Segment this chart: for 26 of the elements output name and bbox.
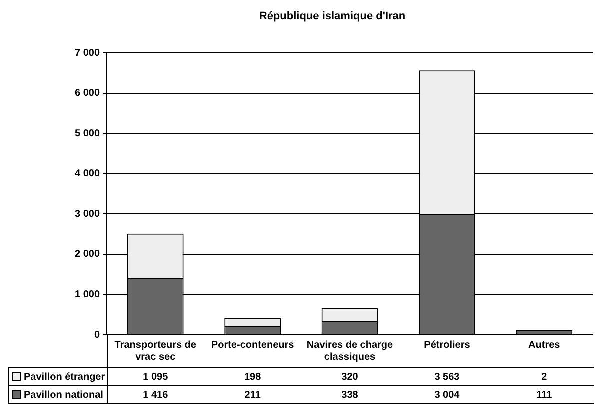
legend-label: Pavillon national — [24, 390, 104, 401]
text: 3 004 — [434, 390, 460, 401]
y-tick-label: 0 — [94, 330, 100, 341]
x-tick-label: Transporteurs de vrac sec — [114, 340, 197, 363]
text: 338 — [342, 390, 358, 401]
text: 111 — [536, 390, 552, 401]
y-tick-label: 4 000 — [74, 168, 100, 180]
text: 1 095 — [143, 372, 168, 383]
text: 3 563 — [434, 372, 460, 383]
text: 1 416 — [143, 390, 168, 401]
x-tick-label: Porte-conteneurs — [211, 340, 295, 351]
y-tick-label: 2 000 — [74, 249, 100, 260]
x-tick-label: Navires de charge classiques — [306, 340, 394, 363]
y-tick-label: 6 000 — [74, 88, 100, 100]
y-tick-label: 5 000 — [74, 128, 100, 140]
x-tick-label: Pétroliers — [424, 340, 471, 351]
y-tick-label: 3 000 — [74, 208, 100, 220]
y-tick-label: 1 000 — [74, 289, 100, 300]
text: 2 — [542, 372, 548, 383]
text: 198 — [244, 372, 262, 383]
text: 211 — [244, 390, 261, 401]
text: 320 — [342, 372, 358, 383]
chart-title: République islamique d'Iran — [259, 10, 406, 23]
x-tick-label: Autres — [528, 340, 561, 351]
legend-label: Pavillon étranger — [24, 372, 106, 383]
y-tick-label: 7 000 — [74, 48, 100, 59]
